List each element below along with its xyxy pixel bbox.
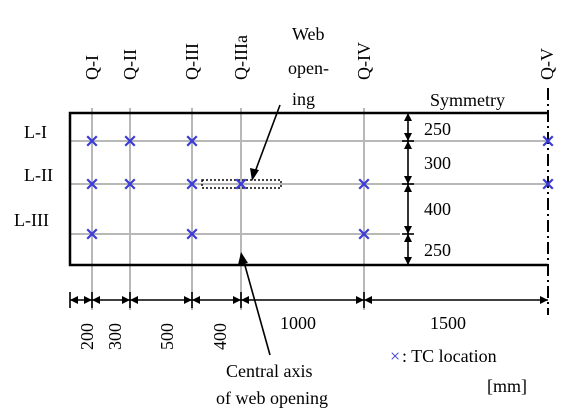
column-label-q2: Q-II	[120, 49, 140, 80]
row-label-l2: L-II	[24, 165, 53, 185]
tc-marker	[186, 178, 198, 190]
vertical-dim-label: 250	[424, 119, 451, 139]
central-axis-label-line2: of web opening	[216, 388, 328, 408]
legend-tc-marker: ×	[390, 346, 400, 366]
horizontal-dimension	[69, 292, 548, 308]
horizontal-dim-label: 400	[210, 323, 230, 350]
tc-marker	[358, 228, 370, 240]
column-label-q3a: Q-IIIa	[231, 35, 251, 80]
tc-marker	[235, 178, 247, 190]
horizontal-dim-label: 1500	[430, 313, 466, 333]
tc-marker	[542, 135, 554, 147]
web-opening-label-line2: open-	[288, 58, 329, 78]
central-axis-leader	[243, 261, 271, 356]
horizontal-dim-label: 1000	[280, 313, 316, 333]
column-label-q4: Q-IV	[354, 42, 374, 80]
web-opening-leader	[254, 104, 281, 173]
tc-marker	[86, 135, 98, 147]
tc-marker	[542, 178, 554, 190]
column-label-q1: Q-I	[82, 55, 102, 80]
web-opening	[201, 179, 282, 189]
web-opening-leader-arrowhead	[250, 168, 259, 181]
tc-marker	[124, 135, 136, 147]
unit-label: [mm]	[487, 376, 527, 396]
horizontal-dim-label: 200	[77, 323, 97, 350]
vertical-dim-label: 250	[424, 240, 451, 260]
tc-marker	[86, 228, 98, 240]
vertical-dim-label: 300	[424, 153, 451, 173]
symmetry-label: Symmetry	[430, 90, 505, 110]
central-axis-label-line1: Central axis	[226, 361, 312, 381]
column-label-q3: Q-III	[182, 43, 202, 80]
vertical-dimension	[402, 112, 414, 266]
column-label-q5: Q-V	[537, 48, 557, 80]
tc-marker	[124, 178, 136, 190]
vertical-dim-label: 400	[424, 199, 451, 219]
row-label-l3: L-III	[14, 210, 49, 230]
horizontal-dim-label: 500	[157, 323, 177, 350]
tc-marker	[86, 178, 98, 190]
tc-markers	[86, 135, 554, 240]
row-label-l1: L-I	[24, 122, 47, 142]
tc-marker	[186, 228, 198, 240]
beam-outline	[68, 111, 548, 267]
legend-tc-text: : TC location	[402, 346, 497, 366]
web-opening-label-line1: Web	[292, 24, 325, 44]
tc-marker	[186, 135, 198, 147]
central-axis-leader-arrowhead	[238, 252, 248, 265]
horizontal-dim-label: 300	[105, 323, 125, 350]
web-opening-label-line3: ing	[292, 89, 315, 109]
tc-marker	[358, 178, 370, 190]
